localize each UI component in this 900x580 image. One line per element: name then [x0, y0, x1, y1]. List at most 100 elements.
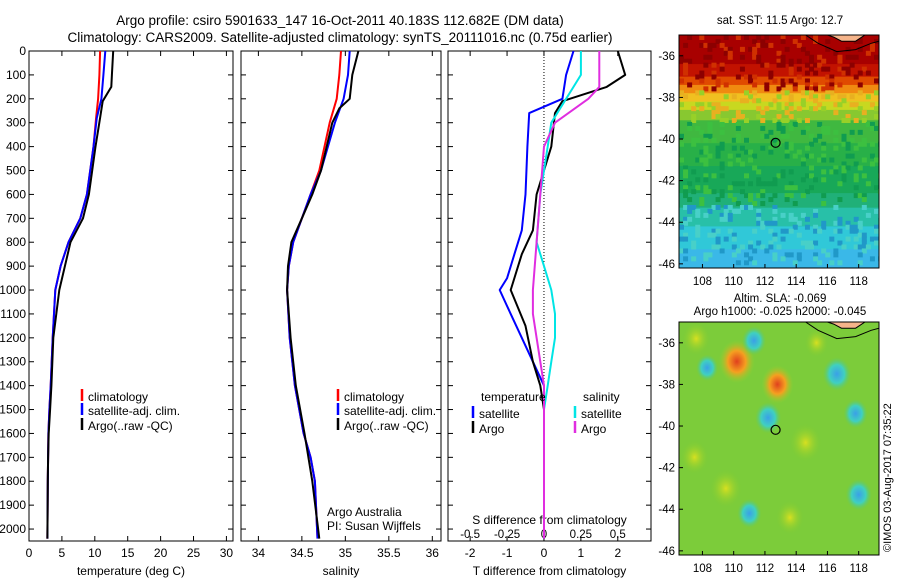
sst-pixel	[748, 74, 754, 80]
sst-pixel	[833, 248, 839, 254]
sst-pixel	[837, 197, 843, 203]
figure-title-line2: Climatology: CARS2009. Satellite-adjuste…	[67, 30, 613, 45]
sst-pixel	[849, 137, 855, 143]
sst-pixel	[788, 62, 794, 68]
sst-pixel	[841, 137, 847, 143]
depth-tick-label: 1400	[0, 379, 26, 393]
temperature-series-argo-raw-qc-	[46, 50, 115, 539]
sst-pixel	[715, 110, 721, 116]
sst-pixel	[869, 102, 875, 108]
depth-tick-label: 600	[6, 187, 26, 201]
sst-pixel	[727, 161, 733, 167]
sst-pixel	[800, 102, 806, 108]
sst-pixel	[756, 42, 762, 48]
sst-pixel	[837, 54, 843, 60]
temperature-xtick-label: 25	[187, 546, 201, 560]
sst-pixel	[865, 94, 871, 100]
temperature-xtick-label: 30	[220, 546, 234, 560]
sst-pixel	[723, 118, 729, 124]
sst-pixel	[861, 244, 867, 250]
sst-pixel	[804, 153, 810, 159]
sst-pixel	[695, 157, 701, 163]
sst-pixel	[874, 157, 879, 163]
sst-pixel	[841, 141, 847, 147]
sst-pixel	[679, 58, 684, 64]
sst-pixel	[784, 252, 790, 258]
sst-pixel	[853, 193, 859, 199]
sst-pixel	[691, 114, 697, 120]
sst-pixel	[756, 220, 762, 226]
sst-pixel	[849, 62, 855, 68]
sst-pixel	[861, 197, 867, 203]
sst-pixel	[768, 220, 774, 226]
sst-pixel	[788, 94, 794, 100]
sst-pixel	[788, 145, 794, 151]
sst-pixel	[723, 82, 729, 88]
sst-pixel	[772, 137, 778, 143]
sla-map-lat-label: -46	[658, 546, 675, 558]
sst-pixel	[796, 232, 802, 238]
sst-pixel	[703, 256, 709, 262]
sst-pixel	[780, 125, 786, 131]
sst-pixel	[804, 224, 810, 230]
sst-pixel	[699, 70, 705, 76]
sst-pixel	[748, 240, 754, 246]
sst-pixel	[813, 224, 819, 230]
sst-pixel	[691, 244, 697, 250]
sst-pixel	[695, 90, 701, 96]
sst-pixel	[869, 121, 875, 127]
sst-pixel	[683, 70, 689, 76]
sst-pixel	[865, 212, 871, 218]
sst-pixel	[821, 248, 827, 254]
sst-pixel	[739, 204, 745, 210]
sla-map-lon-label: 118	[850, 563, 868, 575]
sst-pixel	[780, 90, 786, 96]
sst-pixel	[865, 50, 871, 56]
sst-pixel	[817, 228, 823, 234]
sst-pixel	[772, 78, 778, 84]
sst-pixel	[865, 70, 871, 76]
difference-xlabel: T difference from climatology	[473, 564, 627, 578]
sst-pixel	[874, 54, 879, 60]
sst-pixel	[703, 177, 709, 183]
sst-pixel	[853, 145, 859, 151]
sst-pixel	[784, 90, 790, 96]
sst-pixel	[727, 54, 733, 60]
sst-pixel	[768, 74, 774, 80]
sst-pixel	[711, 42, 717, 48]
sst-pixel	[731, 252, 737, 258]
sst-pixel	[760, 220, 766, 226]
sst-pixel	[788, 98, 794, 104]
sst-pixel	[796, 74, 802, 80]
sst-pixel	[727, 185, 733, 191]
legend-label: Argo(..raw -QC)	[88, 419, 173, 433]
sst-pixel	[715, 197, 721, 203]
sst-pixel	[792, 153, 798, 159]
sst-pixel	[679, 236, 684, 242]
sst-pixel	[853, 244, 859, 250]
sst-pixel	[788, 102, 794, 108]
sst-pixel	[861, 118, 867, 124]
sst-pixel	[829, 169, 835, 175]
legend-label: Argo	[581, 422, 607, 436]
sst-pixel	[833, 204, 839, 210]
sst-pixel	[861, 66, 867, 72]
sst-pixel	[776, 102, 782, 108]
sst-map-lon-label: 116	[818, 276, 836, 288]
sst-pixel	[739, 189, 745, 195]
temperature-xtick-label: 15	[121, 546, 135, 560]
sla-anomaly-blob	[737, 498, 762, 528]
sst-pixel	[764, 220, 770, 226]
sst-pixel	[760, 38, 766, 44]
sst-pixel	[788, 106, 794, 112]
salinity-xtick-label: 34.5	[290, 546, 314, 560]
sst-pixel	[772, 204, 778, 210]
sst-pixel	[719, 212, 725, 218]
sst-pixel	[699, 42, 705, 48]
sla-anomaly-blob	[804, 328, 829, 358]
sst-pixel	[715, 236, 721, 242]
sst-pixel	[780, 228, 786, 234]
difference-xtick-label: -1	[502, 546, 513, 560]
sst-pixel	[780, 236, 786, 242]
sst-pixel	[788, 228, 794, 234]
